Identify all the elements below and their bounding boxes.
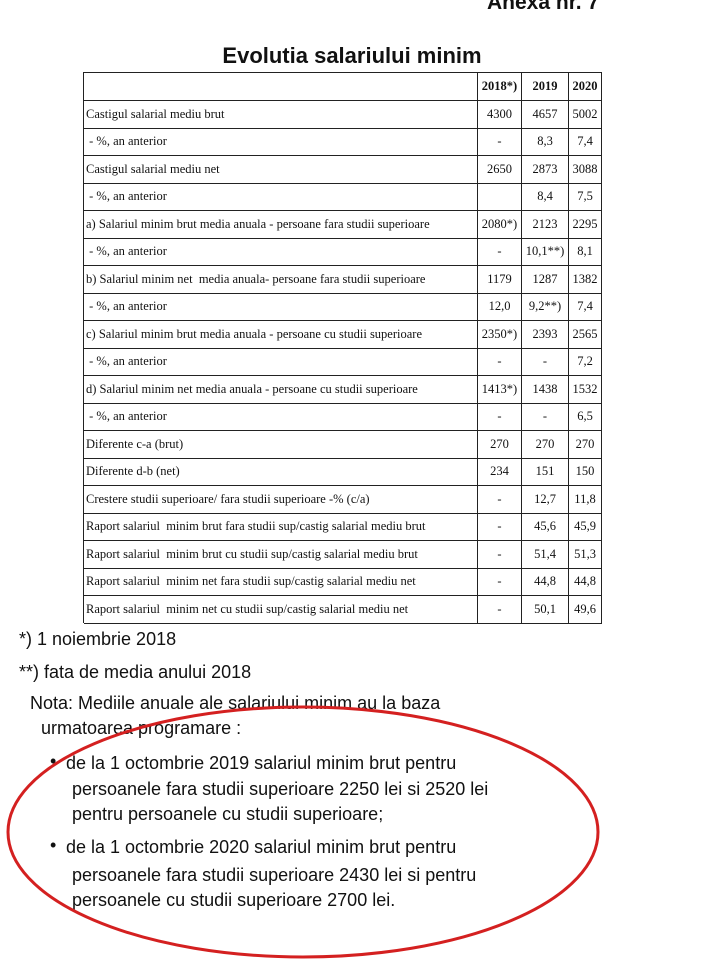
value-cell: 1179 [478,266,522,294]
value-cell: 2873 [522,156,569,184]
row-label: - %, an anterior [84,403,478,431]
value-cell: 5002 [569,101,602,129]
value-cell: 12,0 [478,293,522,321]
value-cell: - [478,513,522,541]
row-label: a) Salariul minim brut media anuala - pe… [84,211,478,239]
row-label: - %, an anterior [84,238,478,266]
row-label: - %, an anterior [84,128,478,156]
value-cell: 4657 [522,101,569,129]
row-label: d) Salariul minim net media anuala - per… [84,376,478,404]
value-cell: 7,5 [569,183,602,211]
value-cell: - [522,403,569,431]
red-ellipse [6,705,600,959]
value-cell: - [478,541,522,569]
value-cell: 151 [522,458,569,486]
header-cell [84,73,478,101]
value-cell: 51,3 [569,541,602,569]
annex-label: Anexa nr. 7 [487,0,600,14]
title: Evolutia salariului minim [222,43,482,68]
value-cell: 234 [478,458,522,486]
row-label: Raport salariul minim brut cu studii sup… [84,541,478,569]
value-cell: 44,8 [569,568,602,596]
row-label: Diferente d-b (net) [84,458,478,486]
table: 2018*) 2019 2020 Castigul salarial mediu br… [83,72,602,624]
value-cell: 50,1 [522,596,569,624]
value-cell: 8,4 [522,183,569,211]
bullet-line: persoanele fara studii superioare 2430 l… [72,865,477,885]
value-cell: 12,7 [522,486,569,514]
value-cell: - [478,348,522,376]
value-cell: 270 [522,431,569,459]
value-cell: 8,3 [522,128,569,156]
value-cell: 2565 [569,321,602,349]
row-label: c) Salariul minim brut media anuala - pe… [84,321,478,349]
row-label: Raport salariul minim net cu studii sup/… [84,596,478,624]
value-cell: 1532 [569,376,602,404]
value-cell: 1413*) [478,376,522,404]
row-label: Diferente c-a (brut) [84,431,478,459]
value-cell: 7,2 [569,348,602,376]
value-cell: 7,4 [569,293,602,321]
value-cell: 2080*) [478,211,522,239]
value-cell: 10,1**) [522,238,569,266]
column-header: 2018*) [478,73,522,101]
value-cell: - [478,568,522,596]
bullet-line: de la 1 octombrie 2020 salariul minim br… [66,837,457,857]
row-label: Crestere studii superioare/ fara studii … [84,486,478,514]
bullet-dot: • [50,835,57,855]
value-cell: - [478,128,522,156]
row-label: b) Salariul minim net media anuala- pers… [84,266,478,294]
value-cell: 51,4 [522,541,569,569]
value-cell: 270 [569,431,602,459]
value-cell: 6,5 [569,403,602,431]
value-cell: 270 [478,431,522,459]
value-cell: 7,4 [569,128,602,156]
row-label: Raport salariul minim brut fara studii s… [84,513,478,541]
note-line: Nota: Mediile anuale ale salariului mini… [30,693,441,713]
value-cell: - [478,596,522,624]
value-cell: - [478,403,522,431]
row-label: Castigul salarial mediu brut [84,101,478,129]
value-cell: 45,6 [522,513,569,541]
value-cell: 1382 [569,266,602,294]
value-cell: 9,2**) [522,293,569,321]
row-label: - %, an anterior [84,293,478,321]
bullet-line: persoanele fara studii superioare 2250 l… [72,779,489,799]
column-header: 2019 [522,73,569,101]
value-cell: 2123 [522,211,569,239]
value-cell: 150 [569,458,602,486]
value-cell: 1287 [522,266,569,294]
value-cell: 4300 [478,101,522,129]
value-cell: 49,6 [569,596,602,624]
row-label: - %, an anterior [84,348,478,376]
note-line: urmatoarea programare : [41,718,242,738]
value-cell: 2393 [522,321,569,349]
value-cell [478,183,522,211]
value-cell: 1438 [522,376,569,404]
footnote: *) 1 noiembrie 2018 [19,629,177,649]
value-cell: 45,9 [569,513,602,541]
column-header: 2020 [569,73,602,101]
value-cell: 8,1 [569,238,602,266]
value-cell: 2350*) [478,321,522,349]
bullet-dot: • [50,751,57,771]
bullet-line: de la 1 octombrie 2019 salariul minim br… [66,753,457,773]
row-label: - %, an anterior [84,183,478,211]
value-cell: - [478,238,522,266]
bullet-line: pentru persoanele cu studii superioare; [72,804,384,824]
value-cell: 44,8 [522,568,569,596]
value-cell: - [478,486,522,514]
value-cell: 11,8 [569,486,602,514]
value-cell: 2295 [569,211,602,239]
value-cell: 3088 [569,156,602,184]
footnote: **) fata de media anului 2018 [19,662,252,682]
bullet-line: persoanele cu studii superioare 2700 lei… [72,890,396,910]
value-cell: 2650 [478,156,522,184]
row-label: Raport salariul minim net fara studii su… [84,568,478,596]
row-label: Castigul salarial mediu net [84,156,478,184]
value-cell: - [522,348,569,376]
